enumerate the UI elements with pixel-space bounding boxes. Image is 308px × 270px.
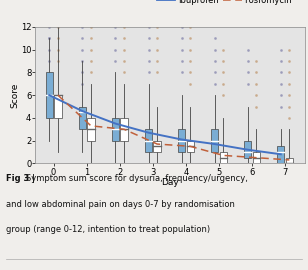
Bar [211,129,218,152]
Bar [120,118,128,141]
Bar [220,152,227,163]
Bar [54,95,62,118]
Y-axis label: Score: Score [10,83,19,108]
Bar [153,141,161,152]
Bar [187,141,194,152]
Bar [277,146,284,163]
Bar [145,129,152,152]
Bar [286,158,293,163]
Text: and low abdominal pain on days 0-7 by randomisation: and low abdominal pain on days 0-7 by ra… [6,200,235,209]
Text: Fig 3 |: Fig 3 | [6,174,38,183]
Text: Symptom sum score for dysuria, frequency/urgency,: Symptom sum score for dysuria, frequency… [26,174,248,183]
X-axis label: Day: Day [161,178,179,187]
Bar [87,118,95,141]
Bar [253,152,260,163]
Legend: Ibuprofen, Fosfomycin: Ibuprofen, Fosfomycin [153,0,295,9]
Text: group (range 0-12, intention to treat population): group (range 0-12, intention to treat po… [6,225,210,234]
Bar [112,118,119,141]
Bar [79,107,86,129]
Bar [46,72,53,118]
Bar [178,129,185,152]
Bar [244,141,251,158]
